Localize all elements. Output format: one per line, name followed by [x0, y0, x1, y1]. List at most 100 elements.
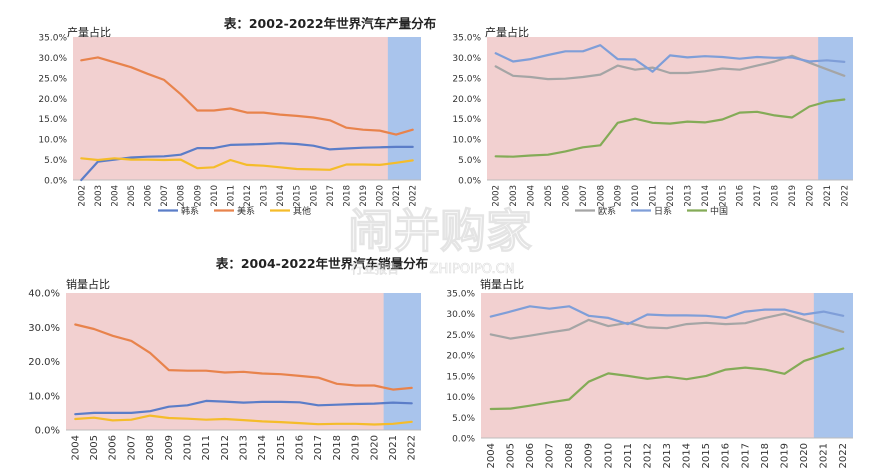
y-tick-label: 25.0% — [38, 74, 67, 84]
x-tick-label: 2005 — [544, 185, 554, 207]
x-tick-label: 2004 — [110, 185, 120, 207]
x-tick-label: 2010 — [631, 185, 641, 207]
series-line-korea — [74, 399, 413, 416]
y-tick-label: 0.0% — [458, 177, 481, 187]
x-tick-label: 2018 — [771, 185, 781, 207]
legend-label: 美系 — [237, 205, 255, 217]
y-tick-label: 10.0% — [446, 393, 475, 403]
series-line-china — [494, 98, 846, 158]
x-tick-label: 2013 — [683, 185, 693, 207]
x-tick-label: 2003 — [94, 185, 104, 207]
x-tick-label: 2010 — [182, 435, 193, 460]
x-tick-label: 2012 — [220, 435, 231, 460]
legend-item-other: 其他 — [270, 205, 311, 217]
y-tick-label: 5.0% — [458, 156, 481, 166]
x-tick-label: 2009 — [164, 435, 175, 460]
y-tick-label: 20.0% — [38, 95, 67, 105]
y-tick-label: 30.0% — [452, 54, 481, 64]
y-tick-label: 15.0% — [452, 115, 481, 125]
series-line-other — [74, 414, 413, 426]
x-tick-label: 2016 — [721, 443, 732, 468]
y-tick-label: 35.0% — [452, 34, 481, 44]
y-tick-label: 25.0% — [446, 331, 475, 341]
y-tick-label: 30.0% — [38, 54, 67, 64]
x-tick-label: 2005 — [89, 435, 100, 460]
watermark-brand: 闹并购家 — [348, 204, 532, 258]
forecast-shade — [813, 293, 853, 438]
y-tick-label: 0.0% — [44, 177, 67, 187]
forecast-shade — [818, 37, 853, 180]
x-tick-label: 2007 — [545, 443, 556, 468]
y-tick-label: 10.0% — [452, 136, 481, 146]
x-tick-label: 2002 — [492, 185, 502, 207]
legend-item-korea: 韩系 — [158, 205, 199, 217]
y-tick-label: 35.0% — [38, 34, 67, 44]
x-tick-label: 2018 — [760, 443, 771, 468]
x-tick-label: 2016 — [295, 435, 306, 460]
x-tick-label: 2013 — [239, 435, 250, 460]
x-tick-label: 2018 — [332, 435, 343, 460]
y-tick-label: 25.0% — [452, 74, 481, 84]
x-tick-label: 2020 — [799, 443, 810, 468]
x-tick-label: 2011 — [226, 185, 236, 207]
legend-label: 中国 — [710, 205, 728, 217]
x-tick-label: 2017 — [326, 185, 336, 207]
y-tick-label: 5.0% — [44, 156, 67, 166]
x-tick-label: 2019 — [351, 435, 362, 460]
x-tick-label: 2005 — [127, 185, 137, 207]
y-tick-label: 10.0% — [28, 391, 60, 402]
x-tick-label: 2006 — [144, 185, 154, 207]
legend-item-japan: 日系 — [631, 206, 672, 217]
x-tick-label: 2015 — [718, 185, 728, 207]
x-tick-label: 2016 — [309, 185, 319, 207]
x-tick-label: 2009 — [193, 185, 203, 207]
sales-chart-right: 销量占比 0.0% 5.0% 10.0% 15.0% 20.0% 25.0% 30.0% 35.… — [446, 277, 853, 468]
x-tick-label: 2017 — [753, 185, 763, 207]
watermark-url: ZHIPOIPO.CN — [430, 262, 515, 277]
x-tick-label: 2006 — [108, 435, 119, 460]
x-tick-label: 2006 — [525, 443, 536, 468]
legend-label: 欧系 — [598, 205, 616, 217]
x-tick-label: 2012 — [642, 443, 653, 468]
x-tick-label: 2013 — [260, 185, 270, 207]
x-tick-label: 2011 — [649, 185, 659, 207]
legend-label: 日系 — [654, 206, 672, 217]
x-tick-label: 2007 — [160, 185, 170, 207]
y-tick-label: 35.0% — [446, 290, 475, 300]
x-tick-label: 2010 — [210, 185, 220, 207]
x-tick-label: 2008 — [145, 435, 156, 460]
x-tick-label: 2022 — [840, 185, 850, 207]
series-line-other — [80, 157, 414, 171]
x-tick-label: 2003 — [509, 185, 519, 207]
x-tick-label: 2022 — [407, 435, 418, 460]
plot-area-shade — [481, 293, 853, 438]
x-tick-label: 2021 — [819, 443, 830, 468]
y-tick-label: 20.0% — [28, 357, 60, 368]
x-tick-label: 2009 — [584, 443, 595, 468]
y-tick-label: 20.0% — [446, 352, 475, 362]
x-tick-label: 2022 — [838, 443, 849, 468]
y-tick-label: 30.0% — [28, 323, 60, 334]
forecast-shade — [387, 37, 421, 180]
sales-title: 表：2004-2022年世界汽车销量分布 — [215, 256, 429, 271]
y-tick-label: 15.0% — [446, 372, 475, 382]
x-tick-label: 2019 — [779, 443, 790, 468]
x-tick-label: 2021 — [823, 185, 833, 207]
x-tick-label: 2014 — [701, 185, 711, 207]
x-tick-label: 2002 — [77, 185, 87, 207]
x-tick-label: 2020 — [369, 435, 380, 460]
x-tick-label: 2014 — [257, 435, 268, 460]
y-tick-label: 0.0% — [452, 435, 475, 445]
x-tick-label: 2004 — [70, 435, 81, 460]
y-tick-label: 40.0% — [28, 289, 60, 300]
y-tick-label: 10.0% — [38, 136, 67, 146]
legend-label: 其他 — [293, 205, 311, 217]
series-line-china — [489, 347, 845, 411]
legend-item-usa: 美系 — [214, 205, 255, 217]
forecast-shade — [383, 293, 421, 430]
x-tick-label: 2019 — [788, 185, 798, 207]
series-line-europe — [489, 312, 845, 340]
y-tick-label: 20.0% — [452, 95, 481, 105]
y-tick-label: 15.0% — [38, 115, 67, 125]
plot-area-shade — [73, 37, 421, 180]
